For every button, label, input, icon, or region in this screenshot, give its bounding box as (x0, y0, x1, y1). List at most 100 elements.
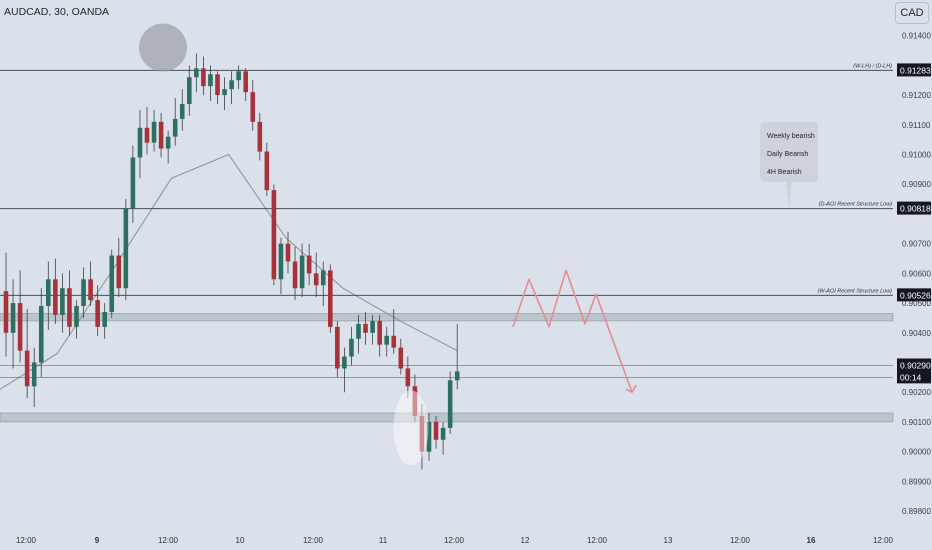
candle-body (215, 74, 220, 96)
candle-body (10, 303, 16, 333)
candle-body (278, 243, 284, 280)
candle-body (109, 255, 115, 312)
candle-body (405, 368, 411, 387)
price-axis[interactable]: 0.91400 0.91200 0.91100 0.91000 0.90900 0.907… (897, 32, 931, 516)
price-tick-label: 0.90700 (902, 240, 931, 249)
candle-body (187, 77, 192, 104)
candle-body (130, 157, 136, 208)
price-tag (897, 201, 931, 215)
zone-band (0, 313, 894, 322)
price-tag (897, 63, 931, 77)
candle-body (208, 74, 213, 87)
candle-body (116, 255, 122, 289)
price-tick-label: 0.91000 (902, 151, 931, 160)
symbol-title: AUDCAD, 30, OANDA (4, 6, 110, 18)
candle-body (102, 312, 107, 327)
highlight-ellipse (393, 390, 429, 466)
projection-arrowhead (625, 384, 637, 394)
time-tick-label: 12:00 (730, 536, 751, 545)
price-tag (897, 370, 931, 384)
time-tick-label: 12:00 (16, 536, 37, 545)
candle-body (292, 261, 298, 289)
time-tick-label: 12:00 (873, 536, 894, 545)
time-tick-label: 12:00 (303, 536, 324, 545)
candle-body (17, 303, 23, 351)
projection-path (512, 269, 633, 393)
price-tick-label: 0.91400 (902, 32, 931, 41)
candle-body (46, 279, 51, 307)
price-tag (897, 358, 931, 372)
candle-body (60, 288, 65, 315)
candle-body (151, 121, 157, 143)
price-tick-label: 0.90500 (902, 299, 931, 308)
time-tick-label: 9 (95, 536, 100, 545)
annotations-layer: Weekly bearish Daily Bearish 4H Bearish (139, 23, 818, 466)
candle-body (31, 362, 37, 387)
candle-body (299, 255, 305, 289)
candle-body (243, 71, 248, 93)
candle-body (412, 386, 418, 416)
candle-body (222, 89, 227, 96)
price-tick-label: 0.89900 (902, 477, 931, 486)
level-label: (W-LH) / (D-LH) (853, 63, 892, 69)
zones-layer (0, 313, 894, 423)
price-tick-label: 0.90400 (902, 329, 931, 338)
candle-body (257, 121, 263, 152)
candle-body (38, 306, 44, 363)
zone-band (0, 412, 894, 423)
note-line: Daily Bearish (767, 151, 808, 158)
note-line: 4H Bearish (767, 169, 802, 176)
candle-body (158, 121, 164, 149)
candle-body (144, 127, 150, 143)
time-tick-label: 12:00 (158, 536, 179, 545)
time-axis[interactable]: 12:00 9 12:00 10 12:00 11 12:00 12 12:00 13 12:00 1… (16, 536, 894, 545)
candle-body (306, 255, 312, 274)
note-box (760, 122, 818, 182)
candle-body (179, 104, 185, 119)
currency-button[interactable]: CAD (895, 2, 929, 24)
price-tick-label: 0.91200 (902, 91, 931, 100)
candle-body (447, 380, 453, 428)
candle-body (95, 300, 100, 327)
price-tick-label: 0.90900 (902, 180, 931, 189)
price-tag-label: 0.91283 (900, 65, 931, 75)
candle-body (426, 421, 432, 452)
highlight-circle (139, 23, 187, 72)
candle-body (123, 208, 129, 289)
time-tick-label: 12:00 (444, 536, 465, 545)
price-tick-label: 0.90200 (902, 388, 931, 397)
candle-body (363, 323, 368, 333)
candle-body (137, 127, 143, 158)
price-tag-label: 0.90290 (900, 360, 931, 370)
time-tick-label: 13 (664, 536, 673, 545)
candle-body (419, 416, 425, 452)
levels-layer: (W-LH) / (D-LH) (D-AOI Recent Structure L… (0, 63, 893, 378)
candle-body (391, 335, 397, 348)
time-tick-label: 11 (379, 536, 388, 545)
candle-body (335, 326, 340, 369)
note-pointer (786, 182, 792, 208)
candle-body (370, 320, 375, 333)
price-tick-label: 0.90600 (902, 269, 931, 278)
candle-body (440, 427, 446, 440)
candle-body (377, 320, 382, 345)
price-tag (897, 288, 931, 302)
price-tag-label: 0.90818 (900, 204, 931, 214)
time-tick-label: 10 (236, 536, 245, 545)
price-tag-label: 00:14 (900, 372, 922, 382)
candle-body (342, 356, 347, 369)
candle-body (229, 80, 234, 90)
candle-body (320, 270, 326, 286)
time-tick-label: 16 (807, 536, 816, 545)
price-tick-label: 0.89800 (902, 507, 931, 516)
time-tick-label: 12 (521, 536, 530, 545)
candles-layer (3, 53, 460, 470)
candle-body (24, 350, 30, 387)
candle-body (285, 243, 291, 262)
candle-body (165, 136, 171, 149)
candle-body (3, 291, 9, 333)
moving-average-layer (0, 153, 458, 390)
level-label: (D-AOI Recent Structure Low) (819, 202, 893, 208)
candle-body (236, 71, 241, 81)
